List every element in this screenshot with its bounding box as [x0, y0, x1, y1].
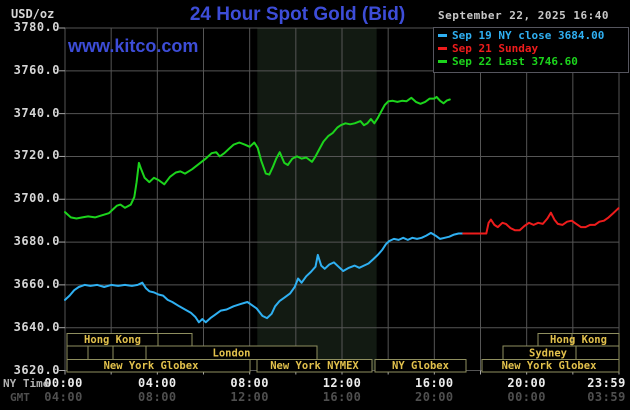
legend-dash-icon	[438, 34, 447, 37]
x-axis-label-gmt: 08:00	[138, 390, 177, 404]
legend-dash-icon	[438, 60, 447, 63]
session-box	[157, 333, 193, 347]
y-axis-label: 3740.0	[13, 105, 60, 120]
session-label: New York Globex	[502, 360, 598, 372]
session-box	[66, 359, 251, 373]
x-axis-label-ny: 20:00	[507, 376, 546, 390]
y-axis-label: 3680.0	[13, 234, 60, 249]
x-axis-label-ny: 04:00	[138, 376, 177, 390]
x-axis-label-ny: 08:00	[230, 376, 269, 390]
y-axis-label: 3720.0	[13, 148, 60, 163]
session-box	[87, 345, 114, 360]
gmt-row-label: GMT	[10, 391, 30, 404]
x-axis-label-gmt: 12:00	[230, 390, 269, 404]
x-axis-label-ny: 00:00	[44, 376, 83, 390]
session-label: Hong Kong	[550, 334, 607, 346]
x-axis-label-ny: 23:59	[587, 376, 626, 390]
session-label: London	[213, 348, 251, 360]
x-axis-label-ny: 16:00	[415, 376, 454, 390]
session-label: Hong Kong	[84, 334, 141, 346]
session-box	[66, 345, 89, 360]
x-axis-label-gmt: 00:00	[507, 390, 546, 404]
session-label: New York NYMEX	[270, 360, 359, 372]
price-line	[462, 207, 620, 235]
legend-box: Sep 19 NY close 3684.00 Sep 21 Sunday Sep …	[433, 27, 629, 73]
x-axis-label-ny: 12:00	[322, 376, 362, 390]
legend-dash-icon	[438, 47, 447, 50]
session-box	[374, 359, 467, 373]
session-box	[481, 359, 620, 373]
y-axis-label: 3780.0	[13, 20, 60, 34]
y-axis-label: 3660.0	[13, 276, 60, 291]
y-axis-label: 3760.0	[13, 62, 60, 77]
legend-item-label: Sep 19 NY close 3684.00	[452, 29, 605, 42]
x-axis-label-gmt: 04:00	[44, 390, 83, 404]
session-box	[112, 345, 147, 360]
legend-item-label: Sep 22 Last 3746.60	[452, 55, 578, 68]
y-axis-label: 3640.0	[13, 319, 60, 334]
session-label: New York Globex	[104, 360, 200, 372]
price-line	[64, 95, 451, 220]
session-label: NY Globex	[392, 360, 450, 372]
price-line	[64, 231, 465, 324]
y-axis-unit-label: USD/oz	[11, 7, 55, 21]
legend-item-label: Sep 21 Sunday	[452, 42, 539, 55]
legend-item: Sep 22 Last 3746.60	[434, 55, 628, 68]
session-label: Sydney	[529, 348, 568, 360]
session-box	[256, 359, 373, 373]
x-axis-label-gmt: 03:59	[587, 390, 626, 404]
chart-datetime: September 22, 2025 16:40	[438, 9, 609, 22]
legend-item: Sep 21 Sunday	[434, 42, 628, 55]
x-axis-label-gmt: 16:00	[322, 390, 362, 404]
kitco-watermark-link[interactable]: www.kitco.com	[68, 36, 199, 56]
x-axis-label-gmt: 20:00	[415, 390, 454, 404]
y-axis-label: 3620.0	[13, 362, 60, 377]
y-axis-label: 3700.0	[13, 191, 60, 206]
chart-title: 24 Hour Spot Gold (Bid)	[189, 4, 406, 25]
ny-time-row-label: NY Time	[3, 377, 50, 390]
legend-item: Sep 19 NY close 3684.00	[434, 29, 628, 42]
